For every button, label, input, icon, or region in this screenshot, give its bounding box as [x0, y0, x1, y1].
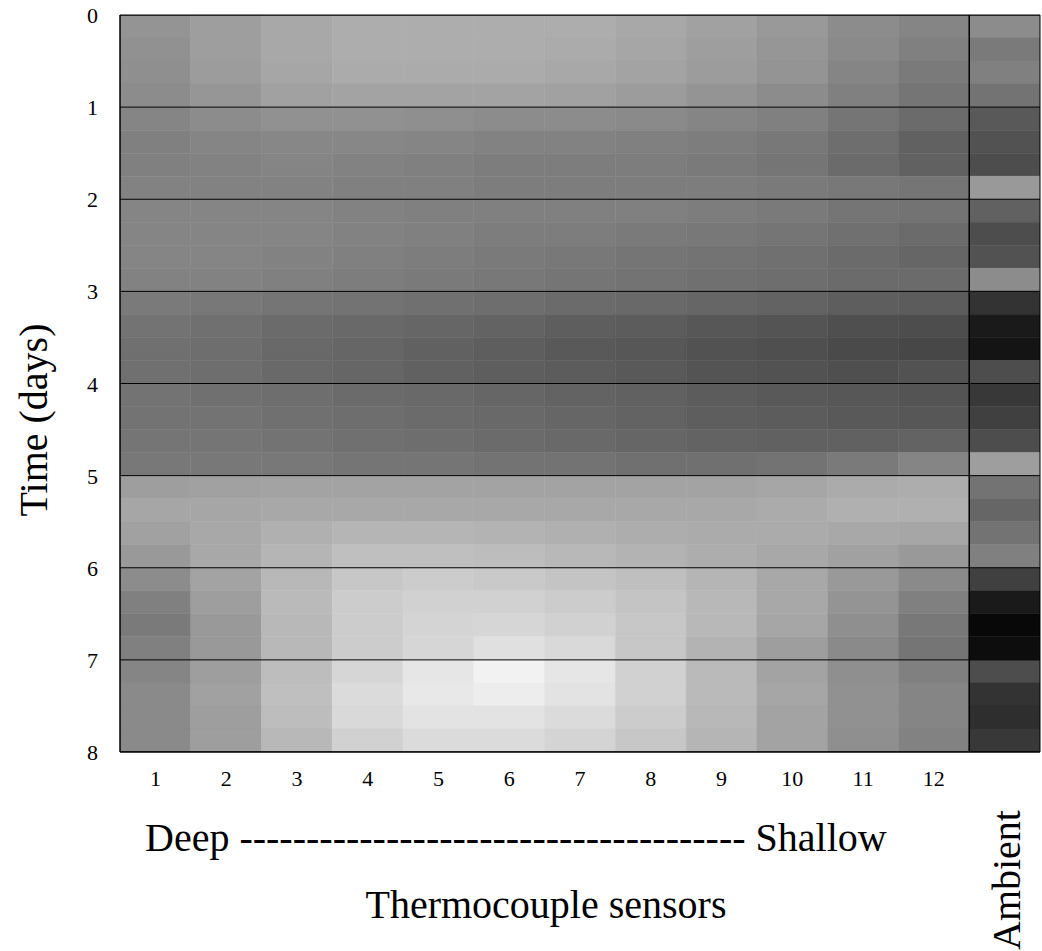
svg-text:8: 8	[87, 740, 98, 765]
svg-text:3: 3	[87, 279, 98, 304]
svg-text:4: 4	[87, 372, 98, 397]
svg-text:11: 11	[852, 766, 873, 791]
svg-text:6: 6	[87, 556, 98, 581]
svg-text:1: 1	[150, 766, 161, 791]
svg-text:2: 2	[87, 187, 98, 212]
svg-text:7: 7	[87, 648, 98, 673]
svg-text:8: 8	[645, 766, 656, 791]
svg-text:6: 6	[504, 766, 515, 791]
svg-text:12: 12	[923, 766, 945, 791]
svg-text:1: 1	[87, 95, 98, 120]
html-text:Thermocouple sensors: Thermocouple sensors	[365, 882, 727, 927]
svg-text:0: 0	[87, 3, 98, 28]
svg-text:Ambient: Ambient	[984, 810, 1029, 950]
svg-text:3: 3	[291, 766, 302, 791]
html-text:Deep -------------------------: Deep -----------------------------------…	[145, 815, 887, 860]
svg-text:10: 10	[781, 766, 803, 791]
svg-text:2: 2	[221, 766, 232, 791]
svg-text:4: 4	[362, 766, 373, 791]
svg-text:7: 7	[575, 766, 586, 791]
svg-text:5: 5	[87, 464, 98, 489]
html-text:Time (days): Time (days)	[11, 323, 56, 517]
svg-text:9: 9	[716, 766, 727, 791]
svg-text:5: 5	[433, 766, 444, 791]
